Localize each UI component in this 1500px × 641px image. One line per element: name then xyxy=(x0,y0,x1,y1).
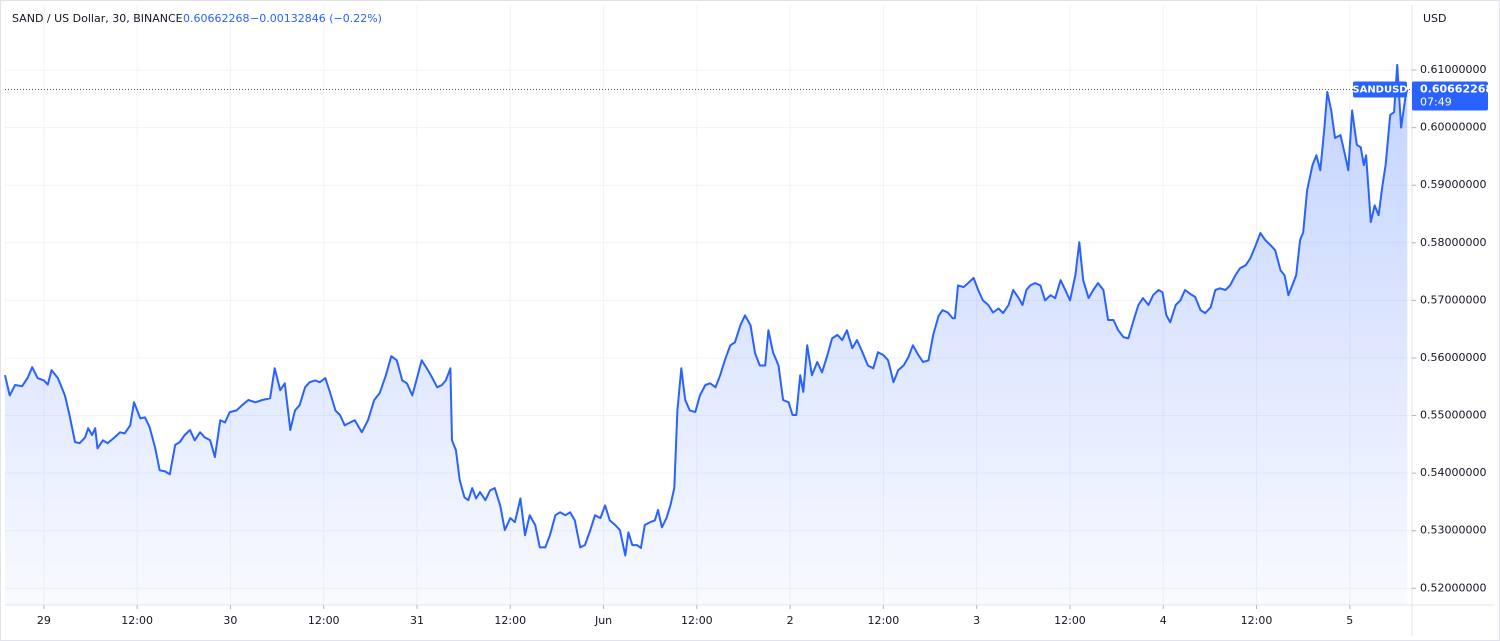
x-tick-label: 12:00 xyxy=(121,614,153,627)
y-tick-label: 0.55000000 xyxy=(1420,409,1486,422)
x-tick-label: 12:00 xyxy=(308,614,340,627)
plot xyxy=(4,63,1412,605)
y-tick-label: 0.57000000 xyxy=(1420,293,1486,306)
y-tick-label: 0.54000000 xyxy=(1420,466,1486,479)
header-price: 0.60662268 xyxy=(183,12,249,25)
x-tick-label: 2 xyxy=(787,614,794,627)
y-tick-label: 0.60000000 xyxy=(1420,121,1486,134)
x-tick-label: 5 xyxy=(1346,614,1353,627)
x-tick-label: 3 xyxy=(973,614,980,627)
x-tick-label: 12:00 xyxy=(1241,614,1273,627)
y-tick-label: 0.58000000 xyxy=(1420,236,1486,249)
x-tick-label: 29 xyxy=(37,614,51,627)
x-tick-label: 12:00 xyxy=(1054,614,1086,627)
area-fill xyxy=(5,64,1408,605)
countdown-label: 07:49 xyxy=(1420,96,1452,109)
y-tick-label: 0.61000000 xyxy=(1420,63,1486,76)
symbol-tag-label: SANDUSD xyxy=(1352,85,1407,96)
y-tick-label: 0.59000000 xyxy=(1420,178,1486,191)
axes: 0.52000000 0.53000000 0.54000000 0.55000000… xyxy=(37,63,1487,627)
x-tick-label: 12:00 xyxy=(494,614,526,627)
y-tick-label: 0.53000000 xyxy=(1420,524,1486,537)
x-tick-label: 4 xyxy=(1160,614,1167,627)
x-tick-label: Jun xyxy=(594,614,612,627)
price-tag-label: 0.60662268 xyxy=(1420,83,1493,96)
y-tick-label: 0.56000000 xyxy=(1420,351,1486,364)
chart-title: SAND / US Dollar, 30, BINANCE xyxy=(12,12,183,25)
y-axis-label: USD xyxy=(1423,12,1447,25)
header-change: −0.00132846 (−0.22%) xyxy=(250,12,382,25)
symbol-tag xyxy=(1353,81,1407,98)
x-tick-label: 12:00 xyxy=(868,614,900,627)
x-tick-label: 30 xyxy=(223,614,237,627)
price-line xyxy=(4,63,1409,557)
price-tag-box xyxy=(1412,81,1488,111)
x-tick-label: 12:00 xyxy=(681,614,713,627)
x-tick-label: 31 xyxy=(410,614,424,627)
y-tick-label: 0.52000000 xyxy=(1420,581,1486,594)
